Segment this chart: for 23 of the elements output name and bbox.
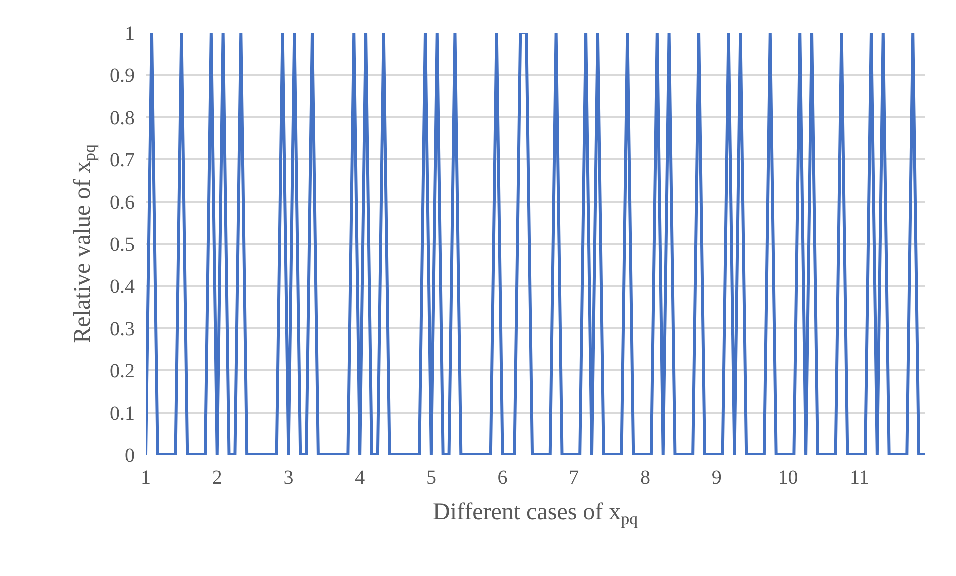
x-axis-title: Different cases of x$_{pq}$ — [433, 499, 639, 528]
x-tick-label: 9 — [712, 467, 722, 489]
y-tick-label: 0.2 — [110, 360, 135, 383]
y-tick-label: 0.5 — [110, 234, 135, 256]
y-tick-label: 0.3 — [110, 318, 135, 340]
y-tick-label: 1 — [125, 23, 135, 45]
x-tick-label: 1 — [141, 467, 151, 489]
y-tick-label: 0.6 — [110, 192, 135, 214]
x-tick-label: 5 — [426, 467, 436, 489]
x-tick-label: 11 — [850, 467, 870, 489]
x-tick-label: 10 — [778, 467, 798, 489]
x-tick-label: 3 — [284, 467, 294, 489]
y-tick-label: 0.8 — [110, 107, 135, 130]
y-tick-label: 0.4 — [110, 276, 135, 298]
y-tick-label: 0.9 — [110, 65, 135, 88]
y-tick-label: 0 — [125, 445, 135, 467]
x-tick-label: 6 — [498, 467, 508, 489]
y-tick-label: 0.7 — [110, 150, 135, 172]
x-tick-label: 2 — [212, 467, 222, 489]
y-tick-label: 0.1 — [110, 402, 135, 425]
x-tick-label: 7 — [569, 467, 580, 489]
x-tick-label: 4 — [355, 467, 366, 489]
x-tick-label: 8 — [640, 467, 651, 489]
